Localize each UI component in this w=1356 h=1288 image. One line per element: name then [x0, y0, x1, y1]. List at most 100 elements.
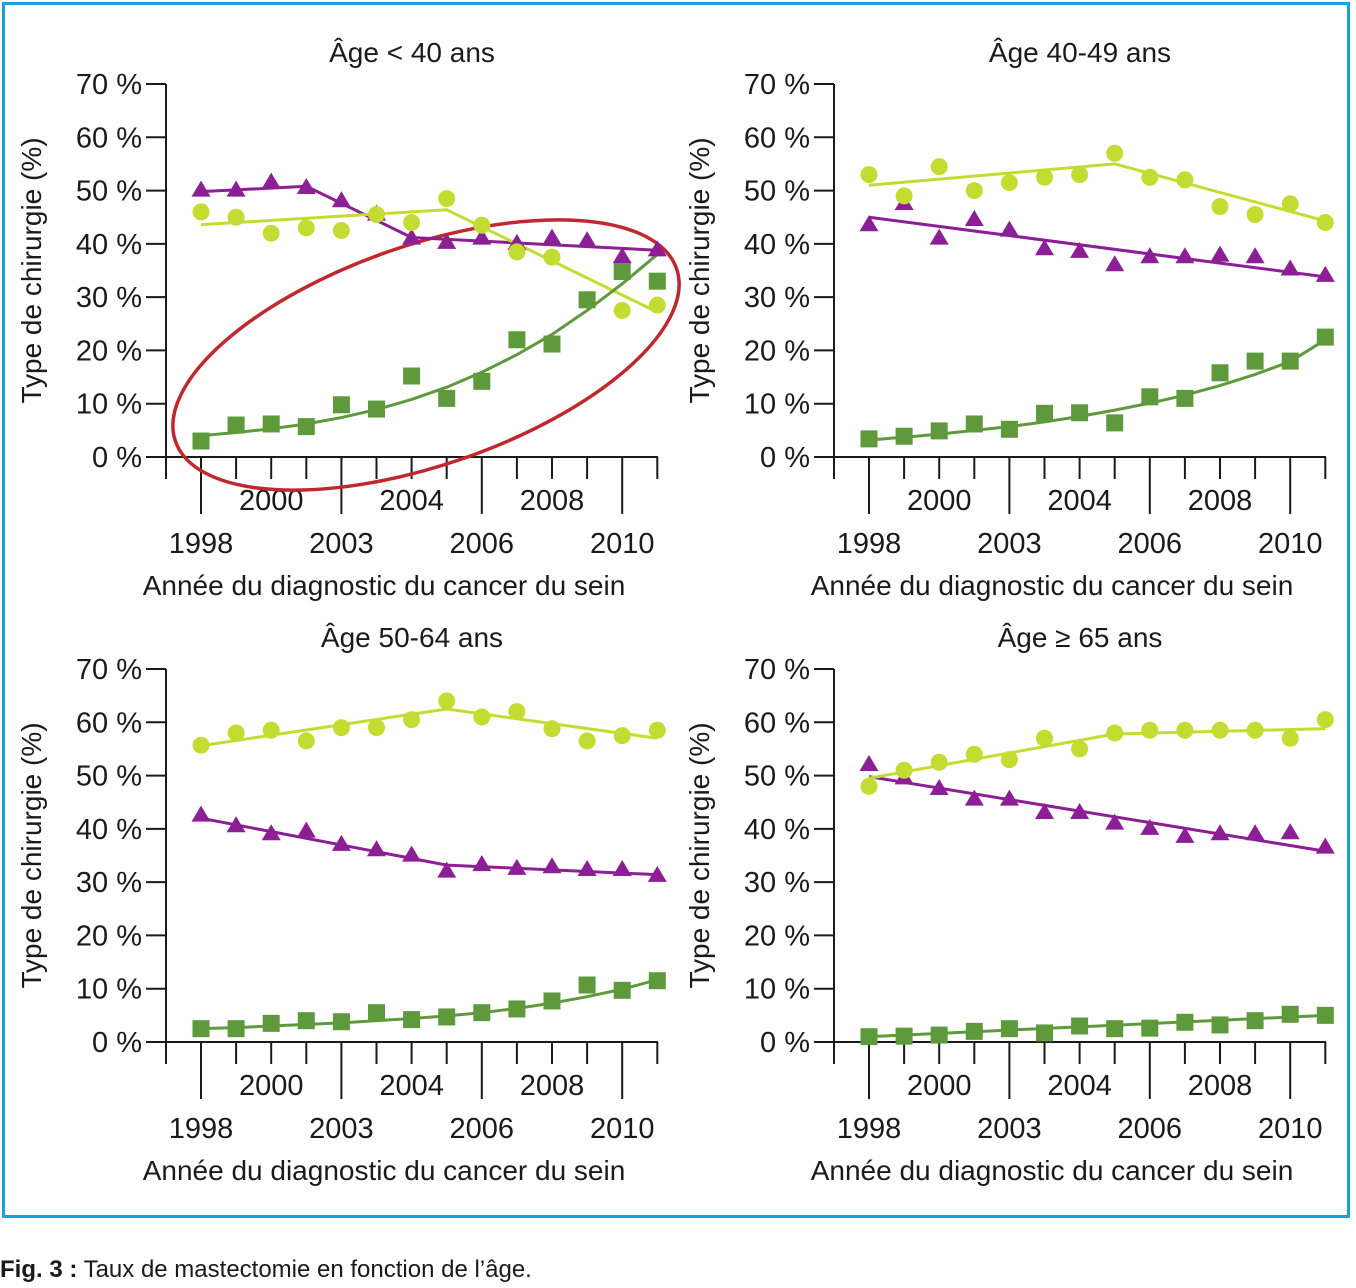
triangle-point	[1315, 265, 1335, 282]
square-point	[332, 1013, 350, 1031]
y-tick-label: 70 %	[744, 69, 810, 101]
y-tick-label: 40 %	[76, 229, 142, 261]
triangle-point	[402, 845, 422, 862]
circle-point	[508, 703, 526, 721]
x-tick-label-lower: 2003	[977, 528, 1042, 560]
circle-point	[613, 301, 631, 319]
x-tick-label-upper: 2004	[1047, 1070, 1112, 1102]
y-tick-label: 20 %	[76, 920, 142, 952]
circle-point	[965, 182, 983, 200]
triangle-point	[1070, 802, 1090, 819]
triangle-point	[1140, 247, 1160, 264]
y-tick-label: 20 %	[744, 335, 810, 367]
panel-age-50-64: Âge 50-64 ans 0 % 10 % 20 % 30 % 40 % 50 % 60 %…	[16, 622, 667, 1186]
y-axis-title: Type de chirurgie (%)	[16, 722, 47, 988]
y-tick-label: 60 %	[76, 707, 142, 739]
y-tick-label: 50 %	[76, 176, 142, 208]
square-point	[1036, 404, 1053, 422]
circle-point	[1176, 171, 1194, 189]
circle-point	[1106, 724, 1124, 742]
square-point	[262, 1014, 280, 1032]
triangle-point	[261, 824, 281, 841]
circle-point	[930, 158, 948, 176]
circle-point	[1036, 729, 1053, 747]
x-tick-label-lower: 2003	[309, 1113, 374, 1145]
square-point	[648, 272, 666, 290]
y-tick-label: 70 %	[744, 654, 810, 686]
figure-frame	[2, 2, 1350, 1218]
x-tick-label-lower: 2010	[1258, 1113, 1323, 1145]
square-point	[332, 396, 350, 414]
circle-point	[1141, 721, 1159, 739]
triangle-point	[859, 215, 879, 232]
y-tick-label: 30 %	[76, 867, 142, 899]
square-point	[965, 415, 983, 433]
square-point	[648, 972, 666, 990]
triangle-point	[472, 228, 492, 245]
circle-point	[930, 753, 948, 771]
square-point	[368, 1004, 385, 1022]
square-point	[262, 415, 280, 433]
square-point	[473, 1004, 491, 1022]
circle-point	[895, 187, 913, 205]
panel-age-65-plus: Âge ≥ 65 ans 0 % 10 % 20 % 30 % 40 % 50 % 60 % 7…	[684, 622, 1335, 1186]
circle-point	[1000, 751, 1018, 769]
square-point	[1000, 420, 1018, 438]
triangle-point	[647, 865, 667, 882]
triangle-point	[1210, 245, 1230, 262]
circle-point	[1316, 711, 1334, 729]
triangle-point	[542, 857, 562, 874]
square-point	[578, 291, 596, 309]
square-point	[227, 416, 245, 434]
x-tick-label-lower: 2006	[450, 528, 515, 560]
square-point	[473, 372, 491, 390]
x-tick-label-upper: 2004	[1047, 485, 1112, 517]
triangle-point	[296, 821, 316, 838]
y-axis-title: Type de chirurgie (%)	[684, 137, 715, 403]
triangle-point	[1315, 837, 1335, 854]
square-point	[543, 992, 561, 1010]
square-point	[1141, 388, 1159, 406]
circle-point	[368, 206, 385, 224]
panel-title: Âge 50-64 ans	[321, 622, 503, 653]
square-point	[1000, 1020, 1018, 1038]
square-point	[1246, 1012, 1264, 1030]
y-tick-label: 10 %	[76, 974, 142, 1006]
triangle-point	[647, 240, 667, 257]
square-point	[860, 430, 878, 448]
circle-point	[895, 761, 913, 779]
x-tick-label-upper: 2008	[520, 1070, 585, 1102]
y-axis-title: Type de chirurgie (%)	[16, 137, 47, 403]
x-tick-label-upper: 2008	[1188, 485, 1253, 517]
triangle-point	[331, 834, 351, 851]
triangle-point	[1280, 259, 1300, 276]
square-point	[930, 1026, 948, 1044]
x-tick-label-upper: 2008	[520, 485, 585, 517]
circle-point	[262, 224, 280, 242]
x-tick-label-upper: 2004	[379, 1070, 444, 1102]
circle-point	[1281, 729, 1299, 747]
panel-age-under-40: Âge < 40 ans 0 % 10 % 20 % 30 % 40 % 50 % 60 % 7…	[16, 37, 681, 601]
y-tick-label: 60 %	[76, 122, 142, 154]
y-tick-label: 70 %	[76, 69, 142, 101]
triangle-point	[472, 855, 492, 872]
circle-point	[860, 166, 878, 184]
x-tick-label-lower: 2003	[977, 1113, 1042, 1145]
triangle-point	[1070, 241, 1090, 258]
y-tick-label: 10 %	[744, 389, 810, 421]
y-tick-label: 20 %	[76, 335, 142, 367]
x-tick-label-lower: 2006	[450, 1113, 515, 1145]
x-tick-label-lower: 1998	[169, 528, 234, 560]
triangle-point	[437, 861, 457, 878]
triangle-point	[437, 232, 457, 249]
square-point	[403, 1011, 421, 1029]
triangle-point	[1035, 802, 1054, 819]
triangle-point	[1140, 818, 1160, 835]
circle-point	[543, 248, 561, 266]
square-point	[297, 418, 315, 436]
y-tick-label: 40 %	[744, 814, 810, 846]
circle-point	[965, 745, 983, 763]
triangle-point	[577, 859, 597, 876]
caption-text: Taux de mastectomie en fonction de l’âge…	[77, 1256, 532, 1283]
triangle-point	[331, 191, 351, 208]
